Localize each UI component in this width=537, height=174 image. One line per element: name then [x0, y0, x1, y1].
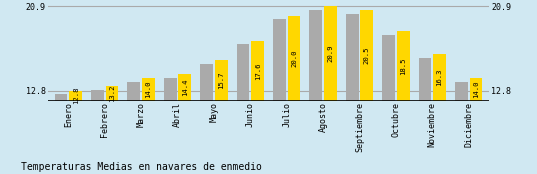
Bar — [309, 10, 322, 101]
Bar — [360, 10, 373, 101]
Bar — [382, 35, 395, 101]
Text: 14.0: 14.0 — [146, 81, 151, 98]
Bar — [91, 90, 104, 101]
Bar — [106, 86, 118, 101]
Bar — [178, 74, 191, 101]
Bar — [127, 82, 140, 101]
Bar — [142, 78, 155, 101]
Text: 20.5: 20.5 — [364, 47, 370, 64]
Bar — [164, 78, 177, 101]
Bar — [455, 82, 468, 101]
Text: 20.0: 20.0 — [291, 50, 297, 67]
Bar — [215, 60, 228, 101]
Text: 17.6: 17.6 — [255, 62, 260, 80]
Bar — [397, 31, 410, 101]
Text: Temperaturas Medias en navares de enmedio: Temperaturas Medias en navares de enmedi… — [21, 162, 263, 172]
Text: 12.8: 12.8 — [72, 87, 78, 104]
Text: 20.9: 20.9 — [328, 45, 333, 62]
Bar — [200, 64, 213, 101]
Text: 14.4: 14.4 — [182, 79, 188, 96]
Text: 16.3: 16.3 — [437, 69, 442, 86]
Bar — [324, 6, 337, 101]
Bar — [288, 16, 300, 101]
Text: 13.2: 13.2 — [109, 85, 115, 102]
Bar — [433, 54, 446, 101]
Bar — [55, 94, 68, 101]
Text: 18.5: 18.5 — [400, 57, 406, 75]
Bar — [69, 90, 82, 101]
Bar — [469, 78, 482, 101]
Bar — [346, 14, 359, 101]
Bar — [251, 41, 264, 101]
Bar — [237, 44, 249, 101]
Bar — [419, 58, 431, 101]
Text: 15.7: 15.7 — [218, 72, 224, 89]
Text: 14.0: 14.0 — [473, 81, 479, 98]
Bar — [273, 19, 286, 101]
